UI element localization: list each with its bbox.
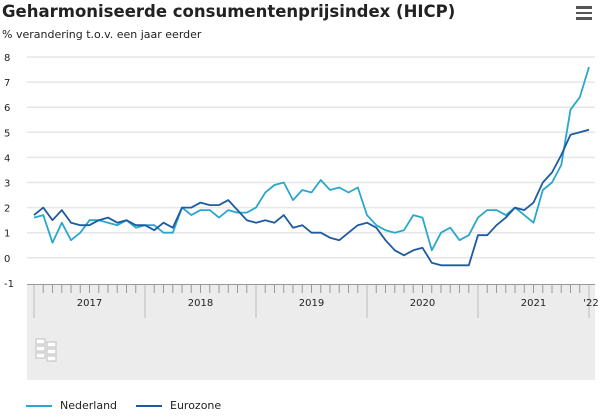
y-tick-label: 3 — [4, 179, 10, 190]
y-tick-label: 4 — [4, 153, 10, 164]
y-tick-label: 0 — [4, 254, 10, 265]
legend-label: Eurozone — [170, 399, 222, 412]
x-tick-label: 2021 — [521, 298, 546, 309]
axis-band — [27, 284, 595, 380]
y-tick-label: 6 — [4, 103, 10, 114]
legend-item-nederland[interactable]: Nederland — [26, 399, 117, 412]
chart-title: Geharmoniseerde consumentenprijsindex (H… — [2, 2, 456, 21]
legend-item-eurozone[interactable]: Eurozone — [136, 399, 221, 412]
y-tick-label: 7 — [4, 78, 10, 89]
y-tick-label: 1 — [4, 229, 10, 240]
y-tick-label: 5 — [4, 128, 10, 139]
y-tick-label: -1 — [4, 279, 14, 290]
x-tick-label: 2018 — [188, 298, 213, 309]
x-tick-label: 2020 — [410, 298, 435, 309]
x-tick-label: 2017 — [77, 298, 102, 309]
x-tick-label: '22 — [583, 298, 598, 309]
y-axis-label: % verandering t.o.v. een jaar eerder — [2, 28, 202, 41]
y-tick-label: 8 — [4, 53, 10, 64]
series-line-eurozone — [33, 128, 590, 267]
cbs-logo — [35, 338, 57, 362]
x-tick-label: 2019 — [299, 298, 324, 309]
y-tick-label: 2 — [4, 204, 10, 215]
hamburger-menu-icon[interactable] — [576, 6, 592, 20]
legend-label: Nederland — [60, 399, 118, 412]
